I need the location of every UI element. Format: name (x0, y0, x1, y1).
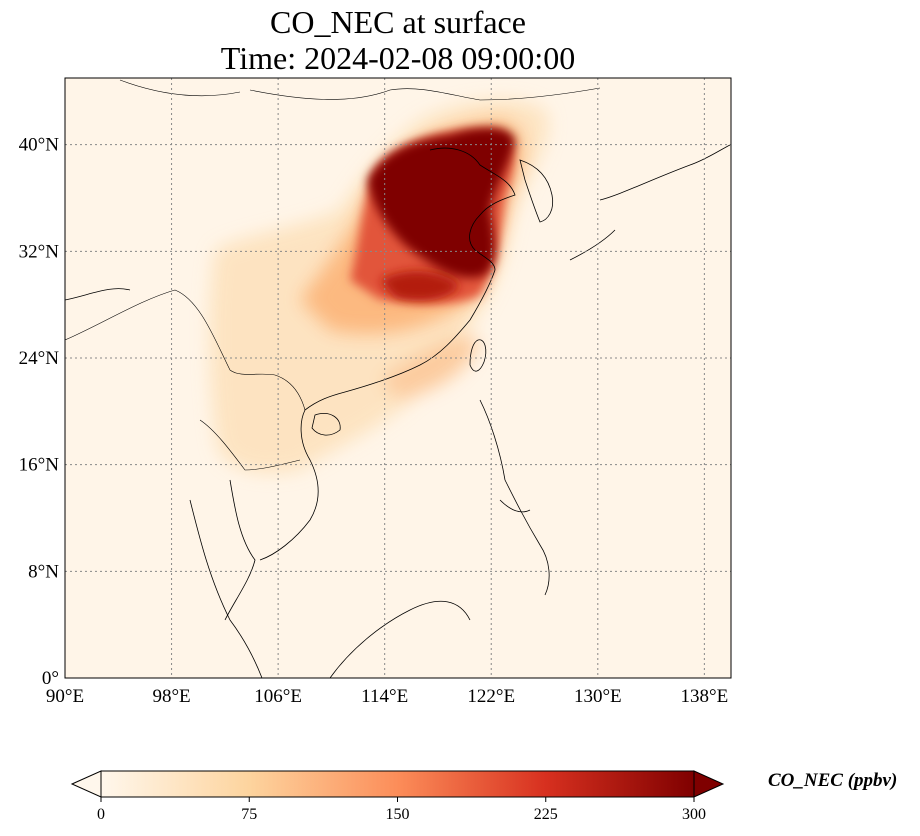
lon-tick-label: 90°E (46, 686, 84, 707)
lat-tick-label: 32°N (19, 241, 60, 262)
gridlines (65, 78, 731, 678)
colorbar-tick-label: 150 (385, 806, 410, 823)
lon-tick-label: 130°E (574, 686, 622, 707)
lon-tick-label: 98°E (152, 686, 190, 707)
plot-frame (64, 77, 732, 679)
colorbar-tick-label: 225 (533, 806, 558, 823)
coastlines (65, 79, 731, 678)
lat-tick-label: 40°N (19, 135, 60, 156)
lat-tick-label: 0° (42, 668, 59, 689)
lon-tick-label: 114°E (361, 686, 408, 707)
colorbar-title: CO_NEC (ppbv) (768, 770, 898, 791)
colorbar (70, 770, 725, 802)
lon-tick-label: 106°E (254, 686, 302, 707)
map-title-line2: Time: 2024-02-08 09:00:00 (220, 40, 576, 76)
colorbar-gradient (100, 770, 695, 798)
lon-tick-label: 138°E (681, 686, 729, 707)
colorbar-tick-label: 75 (241, 806, 258, 823)
lat-tick-label: 16°N (19, 455, 60, 476)
lat-tick-label: 8°N (28, 561, 59, 582)
map-title-line1: CO_NEC at surface (270, 4, 526, 40)
lon-tick-label: 122°E (467, 686, 515, 707)
colorbar-extend-max (693, 770, 725, 798)
latitude-tick-labels: 0° 8°N 16°N 24°N 32°N 40°N (19, 135, 60, 689)
lat-tick-label: 24°N (19, 348, 60, 369)
concentration-field (209, 99, 549, 474)
colorbar-extend-min (70, 770, 102, 798)
colorbar-tick-label: 300 (682, 806, 706, 823)
colorbar-tick-label: 0 (97, 806, 105, 823)
longitude-tick-labels: 90°E 98°E 106°E 114°E 122°E 130°E 138°E (46, 686, 728, 707)
